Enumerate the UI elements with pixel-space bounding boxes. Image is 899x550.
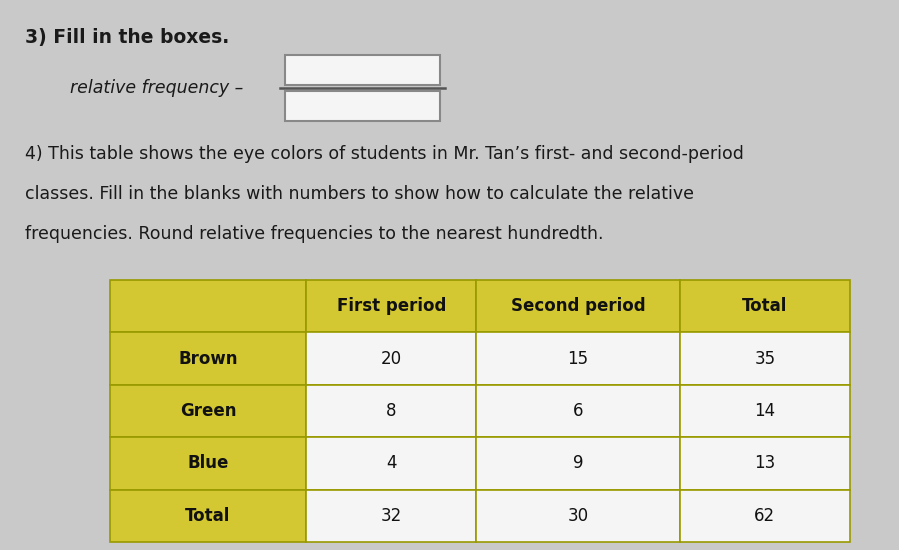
Bar <box>110 437 306 490</box>
Text: 8: 8 <box>386 402 396 420</box>
Text: Second period: Second period <box>511 297 645 315</box>
Bar <box>680 385 850 437</box>
Text: Brown: Brown <box>178 350 238 367</box>
Bar <box>285 91 440 121</box>
Bar <box>476 280 680 332</box>
Bar <box>306 490 476 542</box>
Text: 62: 62 <box>754 507 776 525</box>
Text: 4) This table shows the eye colors of students in Mr. Tan’s first- and second-pe: 4) This table shows the eye colors of st… <box>25 145 743 163</box>
Bar <box>110 332 306 385</box>
Bar <box>285 55 440 85</box>
Text: 4: 4 <box>386 454 396 472</box>
Bar <box>110 280 306 332</box>
Bar <box>680 490 850 542</box>
Text: Blue: Blue <box>187 454 228 472</box>
Bar <box>476 490 680 542</box>
Bar <box>110 490 306 542</box>
Text: 13: 13 <box>754 454 776 472</box>
Bar <box>306 437 476 490</box>
Text: relative frequency –: relative frequency – <box>70 79 244 97</box>
Text: 35: 35 <box>754 350 776 367</box>
Bar <box>306 385 476 437</box>
Bar <box>680 332 850 385</box>
Text: 30: 30 <box>567 507 589 525</box>
Bar <box>306 280 476 332</box>
Bar <box>680 437 850 490</box>
Text: classes. Fill in the blanks with numbers to show how to calculate the relative: classes. Fill in the blanks with numbers… <box>25 185 694 203</box>
Text: 32: 32 <box>380 507 402 525</box>
Text: First period: First period <box>336 297 446 315</box>
Bar <box>110 385 306 437</box>
Text: Total: Total <box>185 507 231 525</box>
Text: 9: 9 <box>573 454 583 472</box>
Bar <box>306 332 476 385</box>
Bar <box>680 280 850 332</box>
Text: 20: 20 <box>380 350 402 367</box>
Text: 6: 6 <box>573 402 583 420</box>
Text: 14: 14 <box>754 402 776 420</box>
Bar <box>476 385 680 437</box>
Bar <box>476 437 680 490</box>
Bar <box>476 332 680 385</box>
Text: 15: 15 <box>567 350 589 367</box>
Text: frequencies. Round relative frequencies to the nearest hundredth.: frequencies. Round relative frequencies … <box>25 225 603 243</box>
Text: 3) Fill in the boxes.: 3) Fill in the boxes. <box>25 28 229 47</box>
Text: Total: Total <box>743 297 788 315</box>
Text: Green: Green <box>180 402 236 420</box>
